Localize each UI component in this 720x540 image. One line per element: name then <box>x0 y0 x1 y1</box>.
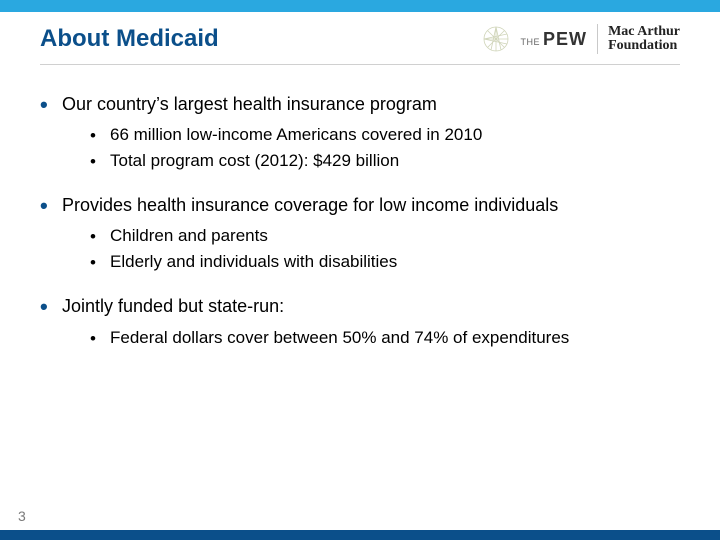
bullet-level2: • Children and parents <box>90 225 680 248</box>
bottom-accent-bar <box>0 530 720 540</box>
header-rule <box>40 64 680 65</box>
bullet-level1: • Jointly funded but state-run: <box>40 294 680 318</box>
bullet-icon: • <box>90 328 96 351</box>
sub-list: • Children and parents • Elderly and indiv… <box>90 225 680 274</box>
bullet-icon: • <box>90 151 96 174</box>
bullet-icon: • <box>90 252 96 275</box>
bullet-icon: • <box>40 94 48 116</box>
macarthur-logo: Mac Arthur Foundation <box>608 25 680 53</box>
sub-bullet-text: Federal dollars cover between 50% and 74… <box>110 328 569 347</box>
bullet-level2: • Total program cost (2012): $429 billion <box>90 150 680 173</box>
bullet-group: • Jointly funded but state-run: • Federal… <box>40 294 680 349</box>
bullet-text: Our country’s largest health insurance p… <box>62 94 437 114</box>
sub-list: • 66 million low-income Americans covered… <box>90 124 680 173</box>
macarthur-line2: Foundation <box>608 39 680 53</box>
bullet-level1: • Provides health insurance coverage for… <box>40 193 680 217</box>
bullet-icon: • <box>40 296 48 318</box>
bullet-icon: • <box>40 195 48 217</box>
header-row: About Medicaid THE PEW M <box>40 24 680 54</box>
logo-group: THE PEW Mac Arthur Foundation <box>481 24 680 54</box>
page-number: 3 <box>18 508 26 524</box>
bullet-level2: • Elderly and individuals with disabiliti… <box>90 251 680 274</box>
bullet-level2: • Federal dollars cover between 50% and 7… <box>90 327 680 350</box>
top-accent-bar <box>0 0 720 12</box>
bullet-icon: • <box>90 125 96 148</box>
pew-logo-text: THE PEW <box>521 29 588 50</box>
bullet-icon: • <box>90 226 96 249</box>
pew-seal-icon <box>481 24 511 54</box>
bullet-group: • Provides health insurance coverage for… <box>40 193 680 274</box>
pew-main: PEW <box>543 29 587 50</box>
slide-title: About Medicaid <box>40 25 219 53</box>
pew-the: THE <box>521 37 541 47</box>
bullet-level1: • Our country’s largest health insurance… <box>40 92 680 116</box>
sub-bullet-text: Elderly and individuals with disabilitie… <box>110 252 397 271</box>
logo-divider <box>597 24 598 54</box>
content-area: • Our country’s largest health insurance… <box>40 92 680 370</box>
bullet-level2: • 66 million low-income Americans covered… <box>90 124 680 147</box>
bullet-group: • Our country’s largest health insurance… <box>40 92 680 173</box>
bullet-text: Jointly funded but state-run: <box>62 296 284 316</box>
sub-bullet-text: Total program cost (2012): $429 billion <box>110 151 399 170</box>
sub-bullet-text: Children and parents <box>110 226 268 245</box>
slide: About Medicaid THE PEW M <box>0 0 720 540</box>
bullet-text: Provides health insurance coverage for l… <box>62 195 558 215</box>
macarthur-line1: Mac Arthur <box>608 25 680 39</box>
sub-bullet-text: 66 million low-income Americans covered … <box>110 125 482 144</box>
sub-list: • Federal dollars cover between 50% and 7… <box>90 327 680 350</box>
